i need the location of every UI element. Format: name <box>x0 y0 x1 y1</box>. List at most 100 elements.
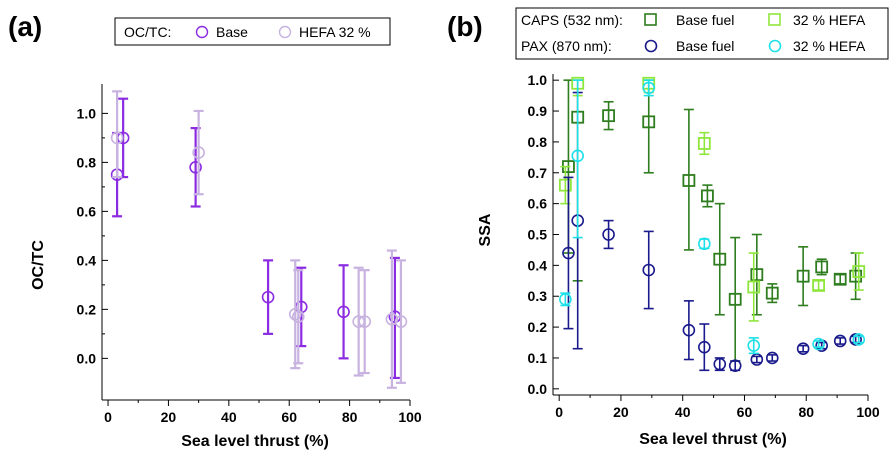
panel-b-circle-point <box>698 237 711 251</box>
panel-a-circle-point <box>394 315 408 328</box>
panel-b-circle-point <box>849 333 862 346</box>
panel-b-y-tick-label: 0.2 <box>528 319 548 335</box>
panel-a-legend-hefa-marker <box>278 25 292 39</box>
panel-b-square-point <box>728 292 742 306</box>
panel-b-square-point <box>815 260 829 274</box>
panel-a-axes: 0.0 0.2 0.4 0.6 0.8 1.0 0 20 40 60 80 100 <box>77 84 422 425</box>
panel-a-oc-tc: (a) OC/TC: Base HEFA 32 % 0.00.20.40.60.… <box>8 11 422 450</box>
panel-b-x-tick-label: 40 <box>675 404 691 420</box>
panel-a-x-tick-label: 20 <box>161 409 177 425</box>
panel-a-y-axis-title: OC/TC <box>30 240 47 290</box>
panel-a-circle-point <box>110 131 124 145</box>
panel-b-legend-pax-title: PAX (870 nm): <box>521 38 612 54</box>
panel-b-legend-caps-title: CAPS (532 nm): <box>521 12 623 28</box>
panel-b-circle-point <box>713 357 727 371</box>
panel-b-circle-point <box>642 263 656 277</box>
panel-b-circle-point <box>682 323 696 337</box>
panel-a-x-tick-label: 80 <box>342 409 358 425</box>
panel-b-circle-point <box>698 340 711 354</box>
panel-a-y-tick-label: 1.0 <box>77 105 97 121</box>
panel-b-x-tick-label: 60 <box>737 404 753 420</box>
panel-b-circle-point <box>559 293 572 306</box>
panel-b-circle-point <box>747 339 761 352</box>
panel-a-legend-title: OC/TC: <box>124 24 171 40</box>
panel-a-y-tick-label: 0.4 <box>77 252 97 268</box>
panel-b-square-point <box>852 265 866 278</box>
panel-b-y-tick-label: 0.3 <box>528 288 548 304</box>
panel-a-circle-point <box>261 290 275 304</box>
panel-b-circle-point <box>728 359 742 372</box>
panel-b-square-point <box>765 286 779 300</box>
panel-b-legend-caps-base-marker <box>644 13 657 26</box>
panel-b-legend-caps-hefa-marker <box>768 13 781 26</box>
panel-b-data <box>558 76 866 372</box>
panel-a-circle-point <box>385 312 399 326</box>
panel-b-legend-caps-base-label: Base fuel <box>676 12 734 28</box>
panel-b-y-tick-label: 1.0 <box>528 72 548 88</box>
panel-a-series-0 <box>110 97 402 380</box>
panel-b-circle-point <box>562 246 575 260</box>
panel-b-y-tick-label: 0.4 <box>528 257 548 273</box>
panel-a-data <box>110 90 408 389</box>
panel-b-legend-pax-base-marker <box>644 39 658 53</box>
panel-a-label: (a) <box>8 11 42 42</box>
panel-b-circle-point <box>833 334 847 348</box>
panel-a-y-tick-label: 0.8 <box>77 154 97 170</box>
panel-b-square-point <box>747 280 761 294</box>
panel-b-circle-point <box>796 342 810 356</box>
panel-a-x-tick-label: 40 <box>221 409 237 425</box>
panel-b-x-axis-title: Sea level thrust (%) <box>639 431 787 448</box>
panel-b-y-tick-label: 0.6 <box>528 196 548 212</box>
panel-b-series-2 <box>562 91 862 372</box>
panel-b-legend-pax-hefa-label: 32 % HEFA <box>793 38 866 54</box>
panel-b-circle-point <box>812 337 825 351</box>
panel-b-square-point <box>558 178 572 192</box>
panel-a-y-tick-label: 0.6 <box>77 203 97 219</box>
panel-b-legend-pax-hefa-marker <box>768 39 782 53</box>
panel-a-circle-point <box>358 315 372 328</box>
panel-a-circle-point <box>192 146 205 159</box>
panel-b-label: (b) <box>447 11 483 42</box>
panel-a-y-tick-label: 0.0 <box>77 350 97 366</box>
panel-a-legend-hefa-label: HEFA 32 % <box>299 24 371 40</box>
panel-b-square-point <box>713 252 727 266</box>
panel-b-square-point <box>833 272 847 286</box>
panel-b-square-point <box>682 174 696 187</box>
panel-b-y-tick-label: 0.0 <box>528 381 548 397</box>
panel-a-x-tick-label: 100 <box>398 409 422 425</box>
panel-a-y-tick-label: 0.2 <box>77 301 97 317</box>
panel-b-y-tick-label: 0.1 <box>528 350 548 366</box>
panel-a-legend: OC/TC: Base HEFA 32 % <box>114 17 391 46</box>
panel-b-x-tick-label: 80 <box>798 404 814 420</box>
panel-b-circle-point <box>602 228 615 241</box>
panel-b-legend: CAPS (532 nm): Base fuel 32 % HEFA PAX (… <box>515 7 889 60</box>
panel-b-y-tick-label: 0.8 <box>528 134 548 150</box>
panel-b-y-tick-label: 0.7 <box>528 165 548 181</box>
panel-b-circle-point <box>852 333 866 346</box>
panel-b-y-tick-label: 0.9 <box>528 103 548 119</box>
panel-b-legend-pax-base-label: Base fuel <box>676 38 734 54</box>
panel-b-axes: 0.0 0.1 0.2 0.3 0.4 0.5 0.6 0.7 0.8 0.9 1.0 0 20 40 60… <box>528 72 880 420</box>
panel-b-x-tick-label: 20 <box>613 404 629 420</box>
panel-a-legend-base-marker <box>195 25 209 39</box>
panel-b-x-tick-label: 0 <box>555 404 563 420</box>
panel-b-series-3 <box>559 79 866 355</box>
panel-a-series-1 <box>110 90 408 389</box>
panel-b-square-point <box>697 137 711 150</box>
panel-a-circle-point <box>288 307 302 321</box>
panel-a-circle-point <box>189 160 202 174</box>
panel-a-x-axis-title: Sea level thrust (%) <box>181 433 329 450</box>
panel-b-circle-point <box>642 81 656 95</box>
panel-a-x-tick-label: 0 <box>104 409 112 425</box>
panel-b-circle-point <box>765 351 779 365</box>
panel-b-square-point <box>642 115 656 129</box>
panel-b-x-tick-label: 100 <box>856 404 880 420</box>
panel-b-y-tick-label: 0.5 <box>528 227 548 243</box>
panel-b-square-point <box>701 189 714 203</box>
panel-a-circle-point <box>291 310 305 324</box>
panel-b-square-point <box>796 269 810 283</box>
panel-a-x-tick-label: 60 <box>281 409 297 425</box>
panel-b-legend-caps-hefa-label: 32 % HEFA <box>793 12 866 28</box>
panel-b-ssa: (b) CAPS (532 nm): Base fuel 32 % HEFA P… <box>447 7 889 448</box>
